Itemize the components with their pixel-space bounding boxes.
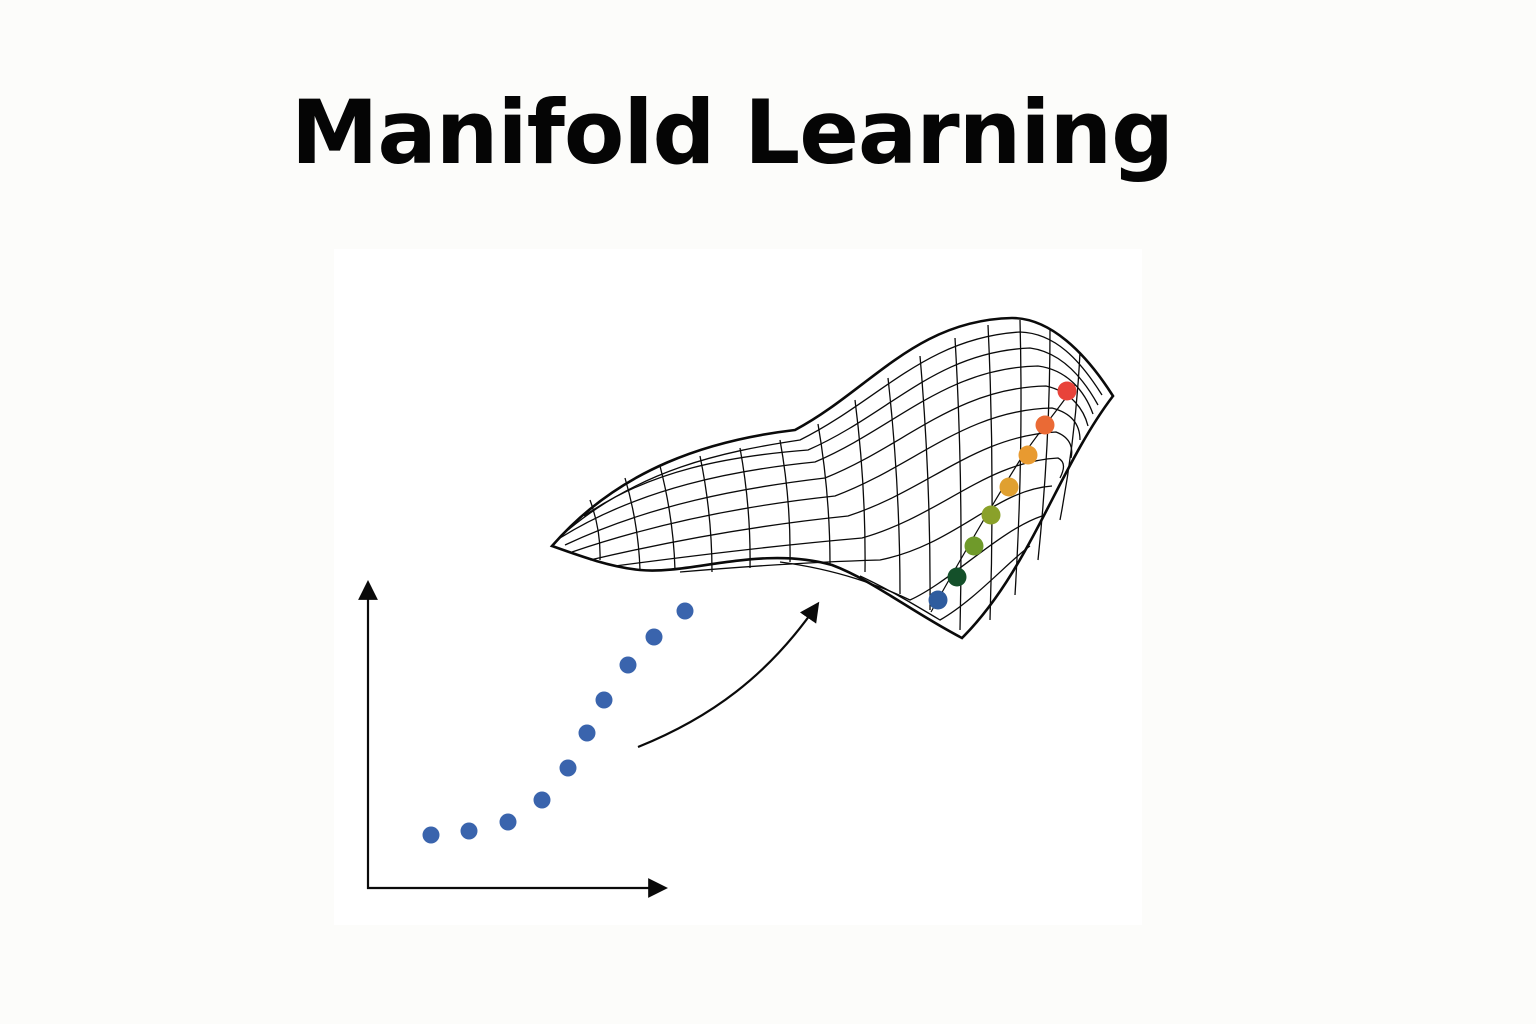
mesh-line-transverse: [854, 399, 866, 573]
mesh-line-transverse: [739, 447, 751, 569]
embedded-point: [578, 724, 596, 742]
mesh-line-longitudinal: [779, 515, 1043, 601]
manifold-surface-mesh: [549, 316, 1115, 640]
manifold-point: [928, 590, 948, 610]
embedded-point: [619, 656, 637, 674]
mesh-line-transverse: [624, 477, 641, 571]
embedding-axes: [358, 580, 668, 898]
manifold-outline: [549, 316, 1115, 640]
mesh-line-longitudinal: [859, 545, 1031, 621]
mesh-line-transverse: [699, 455, 713, 573]
mesh-line-longitudinal: [679, 485, 1053, 573]
manifold-grid-lines: [559, 319, 1103, 631]
mesh-line-transverse: [589, 499, 601, 561]
mesh-line-transverse: [659, 465, 676, 571]
manifold-points: [928, 381, 1077, 610]
embedded-point: [460, 822, 478, 840]
page-title: Manifold Learning: [290, 81, 1174, 184]
mesh-line-transverse: [817, 423, 831, 565]
mesh-line-longitudinal: [559, 365, 1094, 539]
manifold-point: [964, 536, 984, 556]
mesh-line-transverse: [919, 355, 931, 611]
embedded-point: [645, 628, 663, 646]
embedded-point: [422, 826, 440, 844]
mesh-line-transverse: [1037, 329, 1051, 561]
mesh-line-longitudinal: [571, 407, 1081, 553]
manifold-point: [1057, 381, 1077, 401]
mapping-arrow: [637, 601, 820, 749]
manifold-point: [999, 477, 1019, 497]
embedded-point: [499, 813, 517, 831]
mesh-line-transverse: [1059, 351, 1081, 521]
mesh-line-longitudinal: [589, 431, 1073, 561]
manifold-point: [981, 505, 1001, 525]
mesh-line-transverse: [779, 439, 791, 563]
mesh-line-transverse: [954, 337, 962, 631]
embedded-point: [533, 791, 551, 809]
embedded-point: [595, 691, 613, 709]
embedded-point: [676, 602, 694, 620]
mesh-line-longitudinal: [614, 457, 1065, 567]
manifold-point: [1018, 445, 1038, 465]
manifold-point: [947, 567, 967, 587]
embedded-point: [559, 759, 577, 777]
mesh-line-longitudinal: [583, 347, 1099, 517]
mesh-line-transverse: [987, 324, 993, 621]
manifold-point: [1035, 415, 1055, 435]
mesh-line-transverse: [887, 377, 901, 595]
low-dimensional-points: [422, 602, 694, 844]
